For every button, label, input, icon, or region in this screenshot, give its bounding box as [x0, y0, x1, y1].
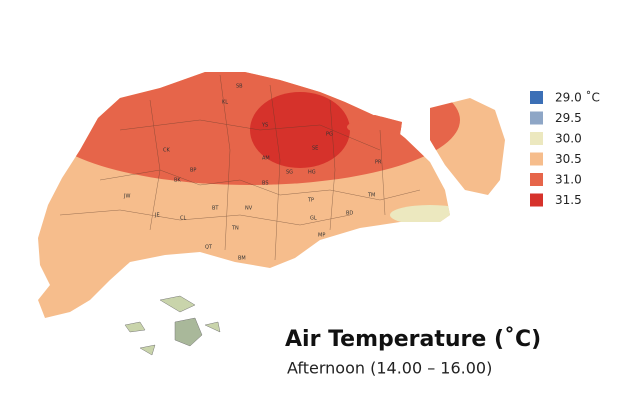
district-label: BD [346, 211, 353, 217]
legend-label: 30.0 [555, 132, 582, 146]
district-label: SB [236, 84, 243, 90]
district-label: MP [318, 233, 325, 239]
legend-label: 29.5 [555, 111, 582, 125]
district-label: HG [308, 170, 316, 176]
district-borders [59, 74, 421, 261]
district-label: BK [174, 178, 181, 184]
district-label: SE [312, 146, 318, 152]
district-label: JW [123, 194, 130, 200]
district-label: PR [375, 160, 382, 166]
legend-swatch [530, 173, 543, 186]
map-title: Air Temperature (˚C) [285, 327, 541, 352]
legend-swatch [530, 111, 543, 125]
district-label: AM [262, 156, 270, 162]
map-subtitle: Afternoon (14.00 – 16.00) [287, 359, 492, 378]
legend-swatch [530, 193, 543, 207]
legend-label: 31.5 [555, 193, 582, 207]
legend-swatch [530, 132, 543, 145]
district-label: BT [212, 206, 219, 212]
district-label: GL [310, 216, 317, 222]
district-label: YS [261, 123, 268, 129]
district-label: BP [190, 168, 196, 174]
district-label: SG [286, 170, 293, 176]
district-label: TP [307, 198, 314, 204]
district-label: JE [154, 213, 160, 219]
band [250, 92, 350, 168]
southern-islands [124, 295, 221, 356]
district-label: BM [238, 256, 246, 262]
district-label: CK [163, 148, 170, 154]
district-label: BS [262, 181, 269, 187]
district-label: NV [245, 206, 253, 212]
band [390, 205, 470, 225]
legend-label: 31.0 [555, 173, 582, 187]
legend-swatch [530, 91, 543, 104]
legend-label: 30.5 [555, 152, 582, 166]
district-label: TM [367, 193, 375, 199]
legend-swatch [530, 152, 543, 166]
district-label: PG [326, 132, 333, 138]
district-label: KL [222, 100, 228, 106]
district-label: CL [180, 216, 186, 222]
district-label: TN [231, 226, 239, 232]
legend-label: 29.0 ˚C [555, 90, 600, 105]
district-label: QT [205, 245, 213, 251]
band [347, 119, 403, 135]
band [40, 72, 460, 185]
